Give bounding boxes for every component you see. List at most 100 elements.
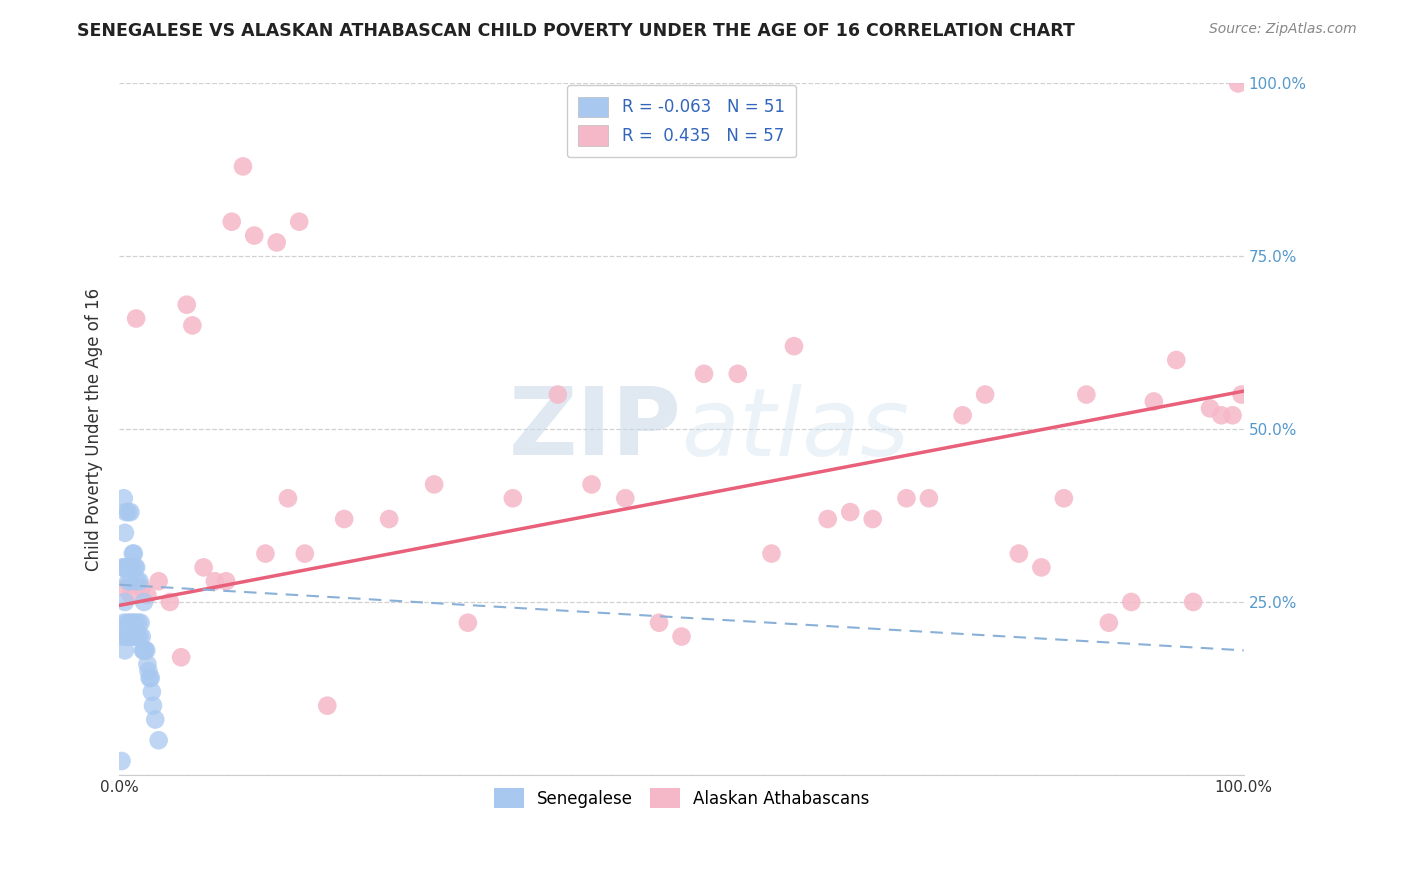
Point [648, 615, 671, 630]
Point [127, 630, 149, 644]
Point [114, 643, 136, 657]
Point [128, 630, 150, 644]
Point [121, 560, 143, 574]
Point [120, 630, 142, 644]
Point [115, 615, 138, 630]
Point [243, 228, 266, 243]
Point [693, 367, 716, 381]
Point [1008, 547, 1031, 561]
Point [120, 505, 142, 519]
Point [288, 215, 311, 229]
Point [121, 615, 143, 630]
Point [136, 657, 159, 672]
Point [1182, 595, 1205, 609]
Point [122, 615, 145, 630]
Point [581, 477, 603, 491]
Point [131, 630, 153, 644]
Point [294, 547, 316, 561]
Point [547, 387, 569, 401]
Text: Source: ZipAtlas.com: Source: ZipAtlas.com [1209, 22, 1357, 37]
Point [1222, 409, 1244, 423]
Point [110, 754, 132, 768]
Point [204, 574, 226, 589]
Point [839, 505, 862, 519]
Point [783, 339, 806, 353]
Point [127, 615, 149, 630]
Point [974, 387, 997, 401]
Point [215, 574, 238, 589]
Point [1199, 401, 1222, 416]
Point [124, 560, 146, 574]
Point [896, 491, 918, 506]
Point [138, 671, 160, 685]
Point [111, 560, 134, 574]
Point [1076, 387, 1098, 401]
Point [727, 367, 749, 381]
Point [131, 581, 153, 595]
Point [127, 574, 149, 589]
Point [138, 664, 160, 678]
Point [122, 547, 145, 561]
Point [136, 588, 159, 602]
Point [761, 547, 783, 561]
Point [148, 733, 170, 747]
Point [125, 311, 148, 326]
Point [132, 595, 155, 609]
Point [1053, 491, 1076, 506]
Point [115, 505, 138, 519]
Point [254, 547, 277, 561]
Point [114, 595, 136, 609]
Point [128, 574, 150, 589]
Text: ZIP: ZIP [509, 384, 682, 475]
Point [135, 643, 157, 657]
Point [117, 574, 139, 589]
Point [120, 588, 142, 602]
Point [277, 491, 299, 506]
Point [134, 643, 156, 657]
Point [1143, 394, 1166, 409]
Point [141, 685, 163, 699]
Point [1211, 409, 1233, 423]
Point [148, 574, 170, 589]
Point [170, 650, 193, 665]
Point [457, 615, 479, 630]
Point [316, 698, 339, 713]
Point [862, 512, 884, 526]
Point [132, 643, 155, 657]
Point [1227, 77, 1250, 91]
Point [221, 215, 243, 229]
Point [952, 409, 974, 423]
Point [112, 491, 135, 506]
Point [1098, 615, 1121, 630]
Text: SENEGALESE VS ALASKAN ATHABASCAN CHILD POVERTY UNDER THE AGE OF 16 CORRELATION C: SENEGALESE VS ALASKAN ATHABASCAN CHILD P… [77, 22, 1076, 40]
Point [112, 615, 135, 630]
Legend: Senegalese, Alaskan Athabascans: Senegalese, Alaskan Athabascans [486, 781, 876, 815]
Point [918, 491, 941, 506]
Point [121, 630, 143, 644]
Point [1031, 560, 1053, 574]
Point [121, 547, 143, 561]
Point [181, 318, 204, 333]
Point [502, 491, 524, 506]
Text: atlas: atlas [682, 384, 910, 475]
Point [125, 560, 148, 574]
Point [115, 630, 138, 644]
Point [132, 643, 155, 657]
Point [142, 698, 165, 713]
Point [118, 560, 141, 574]
Point [671, 630, 693, 644]
Point [125, 630, 148, 644]
Point [423, 477, 446, 491]
Point [117, 630, 139, 644]
Point [115, 560, 138, 574]
Point [112, 560, 135, 574]
Point [114, 525, 136, 540]
Point [1230, 387, 1253, 401]
Point [159, 595, 181, 609]
Point [129, 615, 152, 630]
Point [266, 235, 288, 250]
Point [614, 491, 637, 506]
Point [176, 298, 198, 312]
Point [120, 574, 142, 589]
Point [378, 512, 401, 526]
